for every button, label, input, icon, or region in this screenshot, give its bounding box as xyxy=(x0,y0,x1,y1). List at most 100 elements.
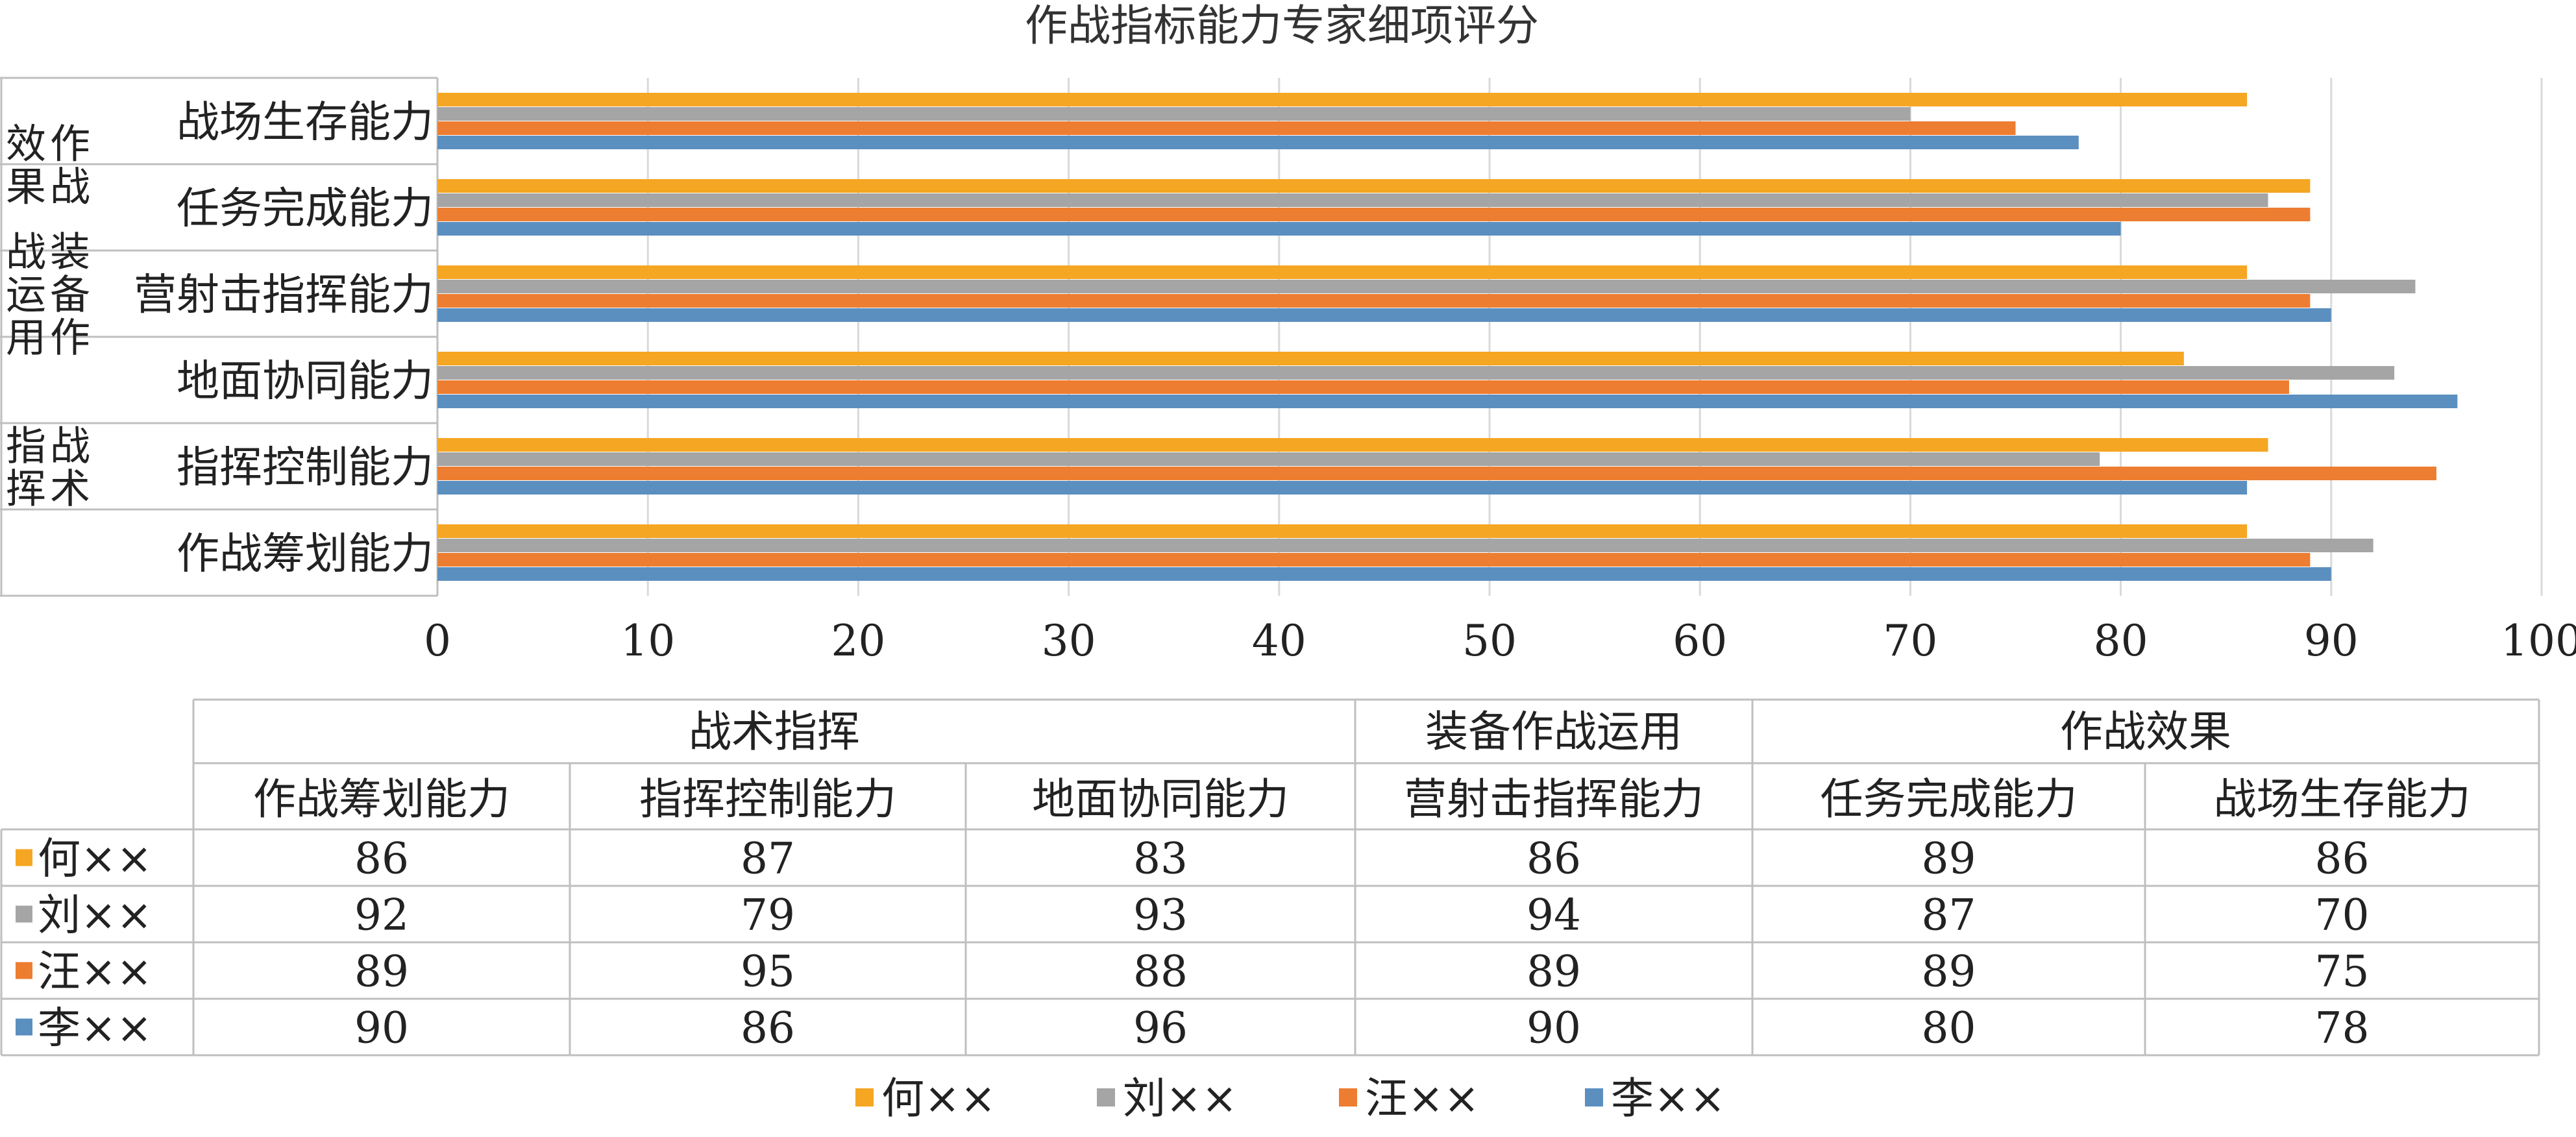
table-cell: 94 xyxy=(1527,890,1581,940)
group-label-char: 战 xyxy=(6,228,46,276)
category-label: 营射击指挥能力 xyxy=(134,270,434,320)
bar xyxy=(437,265,2248,279)
group-label-char: 挥 xyxy=(6,465,46,513)
bar xyxy=(437,308,2331,322)
bar xyxy=(437,294,2311,308)
group-label-char: 作 xyxy=(50,120,90,167)
bar xyxy=(437,121,2016,135)
bar xyxy=(437,524,2248,538)
category-label: 任务完成能力 xyxy=(177,184,434,234)
legend: 何×× 刘×× 汪×× 李×× xyxy=(855,1073,1726,1123)
x-tick-label: 90 xyxy=(2304,616,2359,666)
table-cell: 96 xyxy=(1133,1003,1188,1053)
table-cell: 87 xyxy=(1922,890,1976,940)
axes xyxy=(0,77,439,597)
bar xyxy=(437,553,2311,567)
table-row-swatch xyxy=(16,962,32,979)
table-cell: 87 xyxy=(741,834,795,884)
group-label-char: 战 xyxy=(50,163,90,210)
bar xyxy=(437,280,2416,293)
table-cell: 90 xyxy=(354,1003,409,1053)
gridlines xyxy=(436,78,2543,596)
table-column-header: 营射击指挥能力 xyxy=(1404,774,1704,824)
bar xyxy=(437,366,2395,380)
table-column-header: 指挥控制能力 xyxy=(639,774,896,824)
x-tick-label: 20 xyxy=(831,616,885,666)
table-cell: 88 xyxy=(1133,947,1188,997)
table-cell: 70 xyxy=(2315,890,2370,940)
table-cell: 80 xyxy=(1922,1003,1976,1053)
table-column-header: 任务完成能力 xyxy=(1821,774,2078,824)
group-label-char: 装 xyxy=(50,228,90,276)
x-tick-label: 100 xyxy=(2501,616,2576,666)
table-row-header: 何×× xyxy=(38,834,153,884)
x-tick-labels: 0 10 20 30 40 50 60 70 80 90 100 xyxy=(424,616,2576,666)
group-label-char: 效 xyxy=(6,120,46,167)
table-row-swatch xyxy=(16,1018,32,1036)
table-cell: 86 xyxy=(1527,834,1581,884)
x-tick-label: 10 xyxy=(620,616,675,666)
bar xyxy=(437,93,2248,106)
bar xyxy=(437,179,2311,193)
category-label: 作战筹划能力 xyxy=(177,529,434,579)
table-cell: 95 xyxy=(741,947,795,997)
category-label: 战场生存能力 xyxy=(177,97,434,147)
bar xyxy=(437,481,2248,495)
group-label-char: 运 xyxy=(6,271,46,319)
legend-swatch xyxy=(1097,1088,1115,1106)
table-cell: 89 xyxy=(1922,947,1976,997)
table-cell: 92 xyxy=(354,890,409,940)
category-label: 地面协同能力 xyxy=(177,356,434,406)
category-label: 指挥控制能力 xyxy=(177,443,434,493)
legend-swatch xyxy=(855,1088,874,1106)
bar xyxy=(437,539,2374,552)
bar xyxy=(437,567,2331,581)
table-cell: 78 xyxy=(2315,1003,2370,1053)
table-cell: 93 xyxy=(1133,890,1188,940)
group-label-char: 作 xyxy=(50,314,90,361)
table-row-swatch xyxy=(16,905,32,923)
group-label-char: 术 xyxy=(50,465,90,513)
bar xyxy=(437,352,2184,365)
table-cell: 86 xyxy=(2315,834,2370,884)
table-cell: 90 xyxy=(1527,1003,1581,1053)
x-tick-label: 40 xyxy=(1252,616,1306,666)
table-group-header: 战术指挥 xyxy=(689,707,860,757)
x-tick-label: 30 xyxy=(1042,616,1096,666)
table-cell: 75 xyxy=(2315,947,2370,997)
group-label-char: 战 xyxy=(50,422,90,470)
table-group-header: 装备作战运用 xyxy=(1425,707,1682,757)
table-cell: 89 xyxy=(354,947,409,997)
table-cell: 86 xyxy=(741,1003,795,1053)
table-cell: 89 xyxy=(1922,834,1976,884)
x-tick-label: 70 xyxy=(1883,616,1937,666)
bar xyxy=(437,136,2079,149)
table-group-header: 作战效果 xyxy=(2060,707,2231,757)
legend-swatch xyxy=(1339,1088,1357,1106)
table-cell: 83 xyxy=(1133,834,1188,884)
table-row-header: 李×× xyxy=(38,1003,153,1053)
bar xyxy=(437,222,2121,236)
bar xyxy=(437,395,2458,408)
legend-swatch xyxy=(1585,1088,1603,1106)
bar xyxy=(437,467,2436,480)
bar xyxy=(437,438,2268,452)
x-tick-label: 80 xyxy=(2094,616,2148,666)
table-column-header: 地面协同能力 xyxy=(1032,774,1289,824)
legend-label: 李×× xyxy=(1611,1073,1726,1123)
x-tick-label: 0 xyxy=(424,616,451,666)
table-column-header: 作战筹划能力 xyxy=(253,774,510,824)
table-row-header: 汪×× xyxy=(38,947,153,997)
table-cell: 89 xyxy=(1527,947,1581,997)
legend-label: 汪×× xyxy=(1365,1073,1480,1123)
x-tick-label: 50 xyxy=(1462,616,1517,666)
group-label-char: 指 xyxy=(6,422,46,470)
group-label-char: 果 xyxy=(6,163,46,210)
bar xyxy=(437,208,2311,221)
chart-title: 作战指标能力专家细项评分 xyxy=(1025,1,1539,51)
table-row-header: 刘×× xyxy=(38,890,153,940)
bars xyxy=(437,93,2458,581)
